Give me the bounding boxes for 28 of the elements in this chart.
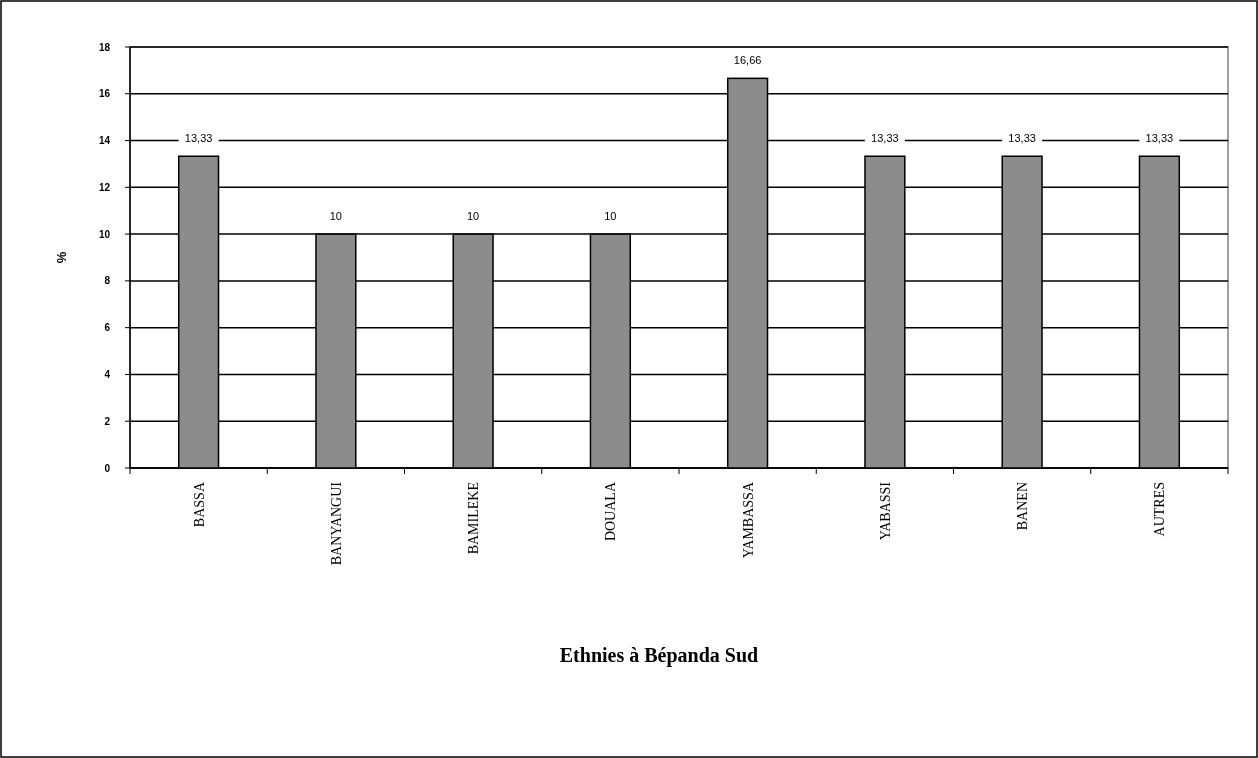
x-tick-label: AUTRES bbox=[1152, 482, 1168, 537]
data-label: 13,33 bbox=[871, 132, 899, 145]
y-tick-label: 4 bbox=[104, 368, 111, 380]
data-label: 10 bbox=[604, 210, 617, 223]
x-tick-label: YAMBASSA bbox=[740, 481, 756, 559]
y-tick-label: 18 bbox=[98, 41, 111, 53]
x-tick-label: DOUALA bbox=[603, 481, 619, 542]
data-label: 10 bbox=[467, 210, 480, 223]
x-tick-label: BASSA bbox=[191, 481, 207, 528]
y-tick-label: 16 bbox=[98, 88, 111, 100]
x-tick-label: BANYANGUI bbox=[328, 481, 344, 566]
y-tick-label: 0 bbox=[104, 462, 111, 474]
data-label: 13,33 bbox=[184, 132, 213, 145]
x-tick-label: BAMILEKE bbox=[466, 482, 482, 555]
y-tick-label: 2 bbox=[104, 415, 111, 427]
y-tick-label: 12 bbox=[98, 181, 111, 193]
y-axis-title: % bbox=[54, 251, 69, 264]
data-label: 13,33 bbox=[1008, 132, 1036, 145]
text: Ethnies à Bépanda Sud bbox=[559, 644, 759, 667]
data-label: 16,66 bbox=[733, 54, 762, 67]
data-label: 13,33 bbox=[1145, 132, 1174, 145]
y-tick-label: 10 bbox=[98, 228, 111, 240]
x-tick-label: BANEN bbox=[1015, 482, 1031, 531]
y-tick-label: 8 bbox=[104, 275, 111, 287]
y-tick-label: 6 bbox=[104, 322, 111, 334]
x-tick-label: YABASSI bbox=[877, 481, 893, 541]
data-label: 10 bbox=[329, 210, 342, 223]
y-tick-label: 14 bbox=[98, 135, 111, 147]
